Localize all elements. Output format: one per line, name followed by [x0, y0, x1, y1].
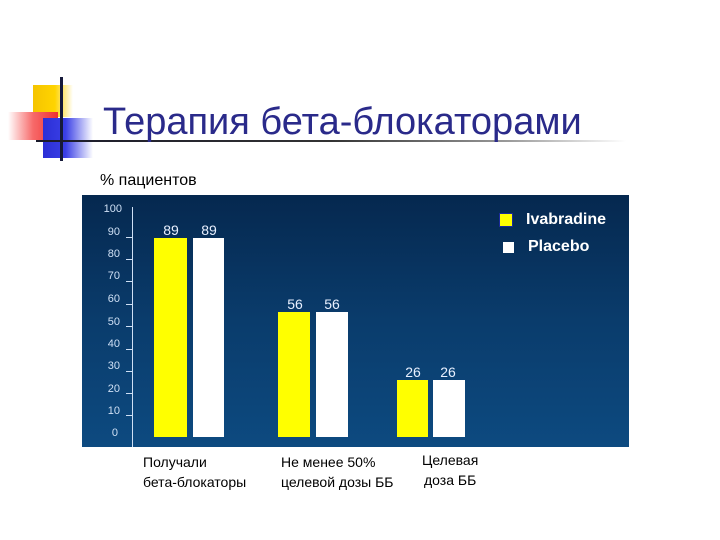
bar-ivabradine-target-dose: [397, 380, 428, 437]
y-tick-label: 70: [107, 270, 120, 282]
y-tick-label: 60: [107, 293, 120, 305]
y-tick: [126, 393, 132, 394]
y-tick: [126, 349, 132, 350]
bar-placebo-received-bb: [193, 238, 224, 437]
bar-placebo-target-dose: [433, 380, 465, 437]
legend-item-ivabradine: Ivabradine: [499, 211, 607, 229]
x-category-label: Получали бета-блокаторы: [143, 452, 246, 492]
bar-value-label: 56: [287, 296, 303, 312]
y-tick: [126, 304, 132, 305]
y-axis-caption: % пациентов: [100, 172, 197, 189]
y-tick-label: 30: [107, 360, 120, 372]
legend-swatch-placebo: [503, 241, 514, 253]
title-underline: [36, 140, 626, 142]
slide-logo-decoration: [0, 0, 100, 170]
bar-value-label: 56: [324, 296, 340, 312]
y-tick-label: 0: [111, 427, 118, 439]
y-tick-label: 40: [107, 338, 120, 350]
y-tick: [126, 326, 132, 327]
logo-yellow-square: [33, 85, 73, 117]
legend-swatch-ivabradine: [499, 213, 513, 227]
bar-placebo-50pct-dose: [316, 312, 348, 437]
logo-vertical-line: [60, 77, 63, 161]
bar-ivabradine-50pct-dose: [278, 312, 310, 437]
bar-value-label: 26: [440, 364, 456, 380]
legend-label: Placebo: [528, 238, 590, 255]
y-tick-label: 80: [107, 248, 120, 260]
logo-blue-square: [43, 118, 93, 158]
legend-label: Ivabradine: [526, 211, 607, 228]
y-tick-label: 90: [107, 226, 120, 238]
x-category-line: целевой дозы ББ: [281, 474, 394, 490]
y-tick: [126, 281, 132, 282]
y-tick-label: 10: [107, 405, 120, 417]
x-category-label: Не менее 50% целевой дозы ББ: [281, 452, 393, 492]
y-tick: [126, 237, 132, 238]
bar-value-label: 89: [201, 222, 217, 238]
y-tick: [126, 371, 132, 372]
bar-value-label: 89: [163, 222, 179, 238]
x-category-label: Целевая доза ББ: [422, 450, 478, 490]
y-tick: [126, 415, 132, 416]
y-tick-label: 20: [107, 383, 120, 395]
y-axis-line: [132, 207, 133, 447]
slide-title: Терапия бета-блокаторами: [103, 101, 582, 143]
bar-ivabradine-received-bb: [154, 238, 187, 437]
x-category-line: бета-блокаторы: [143, 474, 247, 490]
legend-item-placebo: Placebo: [503, 238, 589, 256]
chart-panel: 100 90 80 70 60 50 40 30 20 10 0 89 89 5…: [82, 195, 629, 447]
bar-value-label: 26: [405, 364, 421, 380]
y-tick: [126, 259, 132, 260]
y-tick-label: 50: [107, 316, 120, 328]
x-category-line: доза ББ: [424, 472, 477, 488]
x-category-line: Не менее 50%: [281, 454, 376, 470]
y-tick-label: 100: [103, 203, 122, 215]
x-category-line: Целевая: [422, 452, 479, 468]
x-category-line: Получали: [143, 454, 207, 470]
